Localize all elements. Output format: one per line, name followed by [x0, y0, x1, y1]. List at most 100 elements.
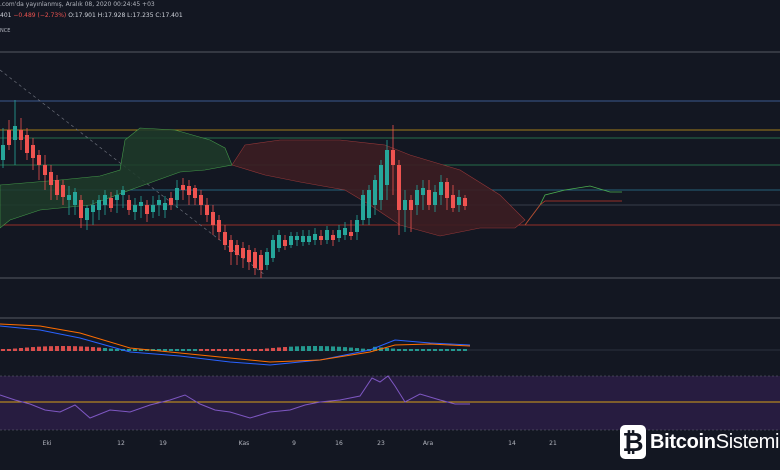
candle-body [43, 165, 47, 175]
candle-body [439, 182, 443, 195]
macd-histogram-bar [421, 349, 425, 351]
candle-body [91, 205, 95, 212]
candle-body [307, 236, 311, 242]
candle-body [433, 192, 437, 205]
candle-body [7, 130, 11, 145]
x-tick-label: Eki [42, 440, 52, 447]
candle-body [49, 172, 53, 185]
candle-body [277, 235, 281, 248]
candle-body [241, 248, 245, 258]
candle-body [427, 190, 431, 205]
candle-body [151, 205, 155, 212]
macd-histogram-bar [343, 347, 347, 351]
macd-histogram-bar [169, 349, 173, 351]
candle-body [133, 205, 137, 212]
x-tick-label: 21 [549, 440, 557, 447]
candle-body [283, 240, 287, 246]
brand-logo: ₿ BitcoinSistemi [620, 422, 779, 462]
x-tick-label: Kas [238, 440, 250, 447]
candle-body [349, 232, 353, 236]
candle-body [325, 230, 329, 240]
x-tick-label: 12 [117, 440, 125, 447]
candle-body [175, 188, 179, 200]
macd-histogram-bar [157, 349, 161, 351]
candle-body [337, 230, 341, 238]
candle-body [13, 126, 17, 140]
candle-body [409, 200, 413, 210]
cloud-bullish [0, 127, 233, 229]
macd-histogram-bar [55, 346, 59, 351]
candle-body [259, 255, 263, 270]
candle-body [67, 195, 71, 200]
macd-signal-line [0, 323, 471, 363]
macd-histogram-bar [187, 349, 191, 351]
candle-body [145, 205, 149, 214]
candle-body [73, 192, 77, 205]
macd-histogram-bar [439, 349, 443, 351]
candle-body [199, 195, 203, 205]
candle-body [31, 145, 35, 158]
macd-histogram-bar [181, 349, 185, 351]
candle-body [295, 236, 299, 240]
macd-histogram-bar [325, 346, 329, 351]
candle-body [373, 180, 377, 205]
macd-histogram-bar [349, 347, 353, 351]
x-tick-label: 23 [377, 440, 385, 447]
candle-body [265, 252, 269, 265]
macd-histogram-bar [427, 349, 431, 351]
macd-histogram-bar [373, 346, 377, 351]
macd-histogram-bar [229, 349, 233, 351]
macd-histogram-bar [73, 346, 77, 351]
candle-body [247, 250, 251, 262]
macd-histogram-bar [25, 347, 29, 351]
candle-body [217, 220, 221, 232]
macd-histogram-bar [79, 346, 83, 351]
candle-body [187, 186, 191, 195]
macd-histogram-bar [241, 349, 245, 351]
cloud-bearish [231, 139, 526, 237]
candle-body [139, 202, 143, 206]
macd-histogram-bar [235, 349, 239, 351]
candle-body [19, 130, 23, 140]
candle-body [361, 195, 365, 220]
macd-histogram-bar [109, 348, 113, 351]
candle-body [343, 228, 347, 235]
macd-histogram-bar [295, 346, 299, 351]
macd-histogram-bar [289, 346, 293, 351]
macd-histogram-bar [259, 349, 263, 351]
macd-histogram-bar [283, 347, 287, 351]
macd-histogram-bar [37, 346, 41, 351]
candle-body [391, 150, 395, 165]
x-tick-label: Ara [422, 440, 434, 447]
macd-histogram-bar [391, 348, 395, 351]
candle-body [385, 150, 389, 185]
candle-body [103, 195, 107, 205]
macd-histogram-bar [91, 347, 95, 351]
macd-histogram-bar [175, 349, 179, 351]
rsi-band [0, 376, 780, 430]
candle-body [415, 190, 419, 205]
candle-body [463, 198, 467, 206]
candle-body [421, 188, 425, 195]
candle-body [313, 234, 317, 240]
macd-histogram-bar [319, 346, 323, 351]
chart-header-info: .com'da yayınlanmış, Aralık 08, 2020 00:… [0, 1, 155, 8]
candle-body [1, 145, 5, 160]
macd-histogram-bar [19, 347, 23, 351]
candle-body [457, 197, 461, 205]
macd-histogram-bar [403, 349, 407, 351]
macd-histogram-bar [193, 349, 197, 351]
macd-histogram-bar [133, 349, 137, 351]
candle-body [115, 195, 119, 200]
candle-body [271, 240, 275, 258]
candle-body [79, 200, 83, 218]
candle-body [127, 200, 131, 210]
macd-histogram-bar [217, 349, 221, 351]
candle-body [181, 185, 185, 190]
candle-body [25, 135, 29, 153]
macd-histogram-bar [385, 347, 389, 351]
macd-histogram-bar [127, 349, 131, 351]
candle-body [367, 190, 371, 218]
candle-body [253, 252, 257, 268]
